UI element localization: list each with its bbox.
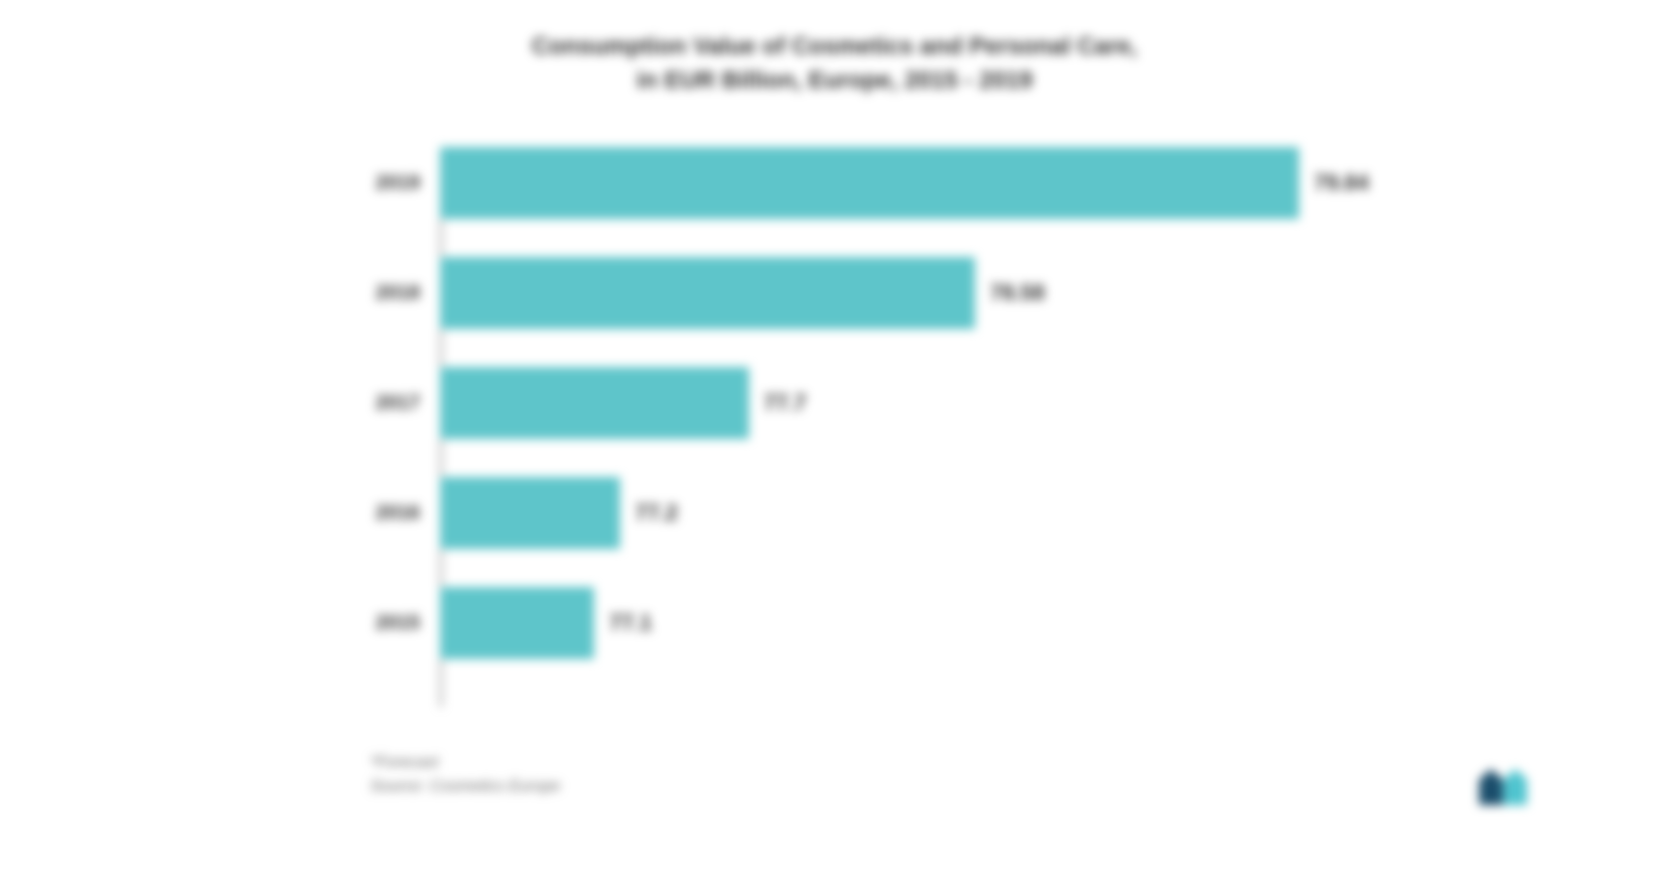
- footnote-line-2: Source: Cosmetics Europe: [370, 775, 560, 799]
- bar-category-label: 2017: [376, 392, 441, 415]
- title-line-1: Consumption Value of Cosmetics and Perso…: [60, 30, 1609, 64]
- bars-container: 201979.84 201878.58 201777.7 201677.2 201577…: [440, 147, 1409, 659]
- bar: 78.58: [440, 257, 975, 329]
- chart-container: Consumption Value of Cosmetics and Perso…: [60, 30, 1609, 869]
- bar-row: 201979.84: [440, 147, 1409, 219]
- logo: [1479, 769, 1539, 809]
- bar: 77.1: [440, 587, 594, 659]
- bar: 77.2: [440, 477, 620, 549]
- logo-shape-light: [1503, 769, 1527, 805]
- footnote: *Forecast Source: Cosmetics Europe: [370, 751, 560, 799]
- bar-value-label: 77.1: [594, 610, 652, 636]
- bar-row: 201577.1: [440, 587, 1409, 659]
- title-line-2: in EUR Billion, Europe, 2015 - 2019: [60, 64, 1609, 98]
- bar: 77.7: [440, 367, 749, 439]
- chart-title: Consumption Value of Cosmetics and Perso…: [60, 30, 1609, 97]
- bar-row: 201677.2: [440, 477, 1409, 549]
- bar-row: 201777.7: [440, 367, 1409, 439]
- logo-shape-dark: [1479, 769, 1503, 805]
- bar-value-label: 78.58: [975, 280, 1045, 306]
- bar-category-label: 2018: [376, 282, 441, 305]
- bar-row: 201878.58: [440, 257, 1409, 329]
- bar-category-label: 2016: [376, 502, 441, 525]
- chart-area: 201979.84 201878.58 201777.7 201677.2 201577…: [440, 147, 1409, 707]
- bar-category-label: 2019: [376, 172, 441, 195]
- bar-value-label: 77.2: [620, 500, 678, 526]
- bar-value-label: 77.7: [749, 390, 807, 416]
- footnote-line-1: *Forecast: [370, 751, 560, 775]
- bar-value-label: 79.84: [1299, 170, 1369, 196]
- bar-category-label: 2015: [376, 612, 441, 635]
- bar: 79.84: [440, 147, 1299, 219]
